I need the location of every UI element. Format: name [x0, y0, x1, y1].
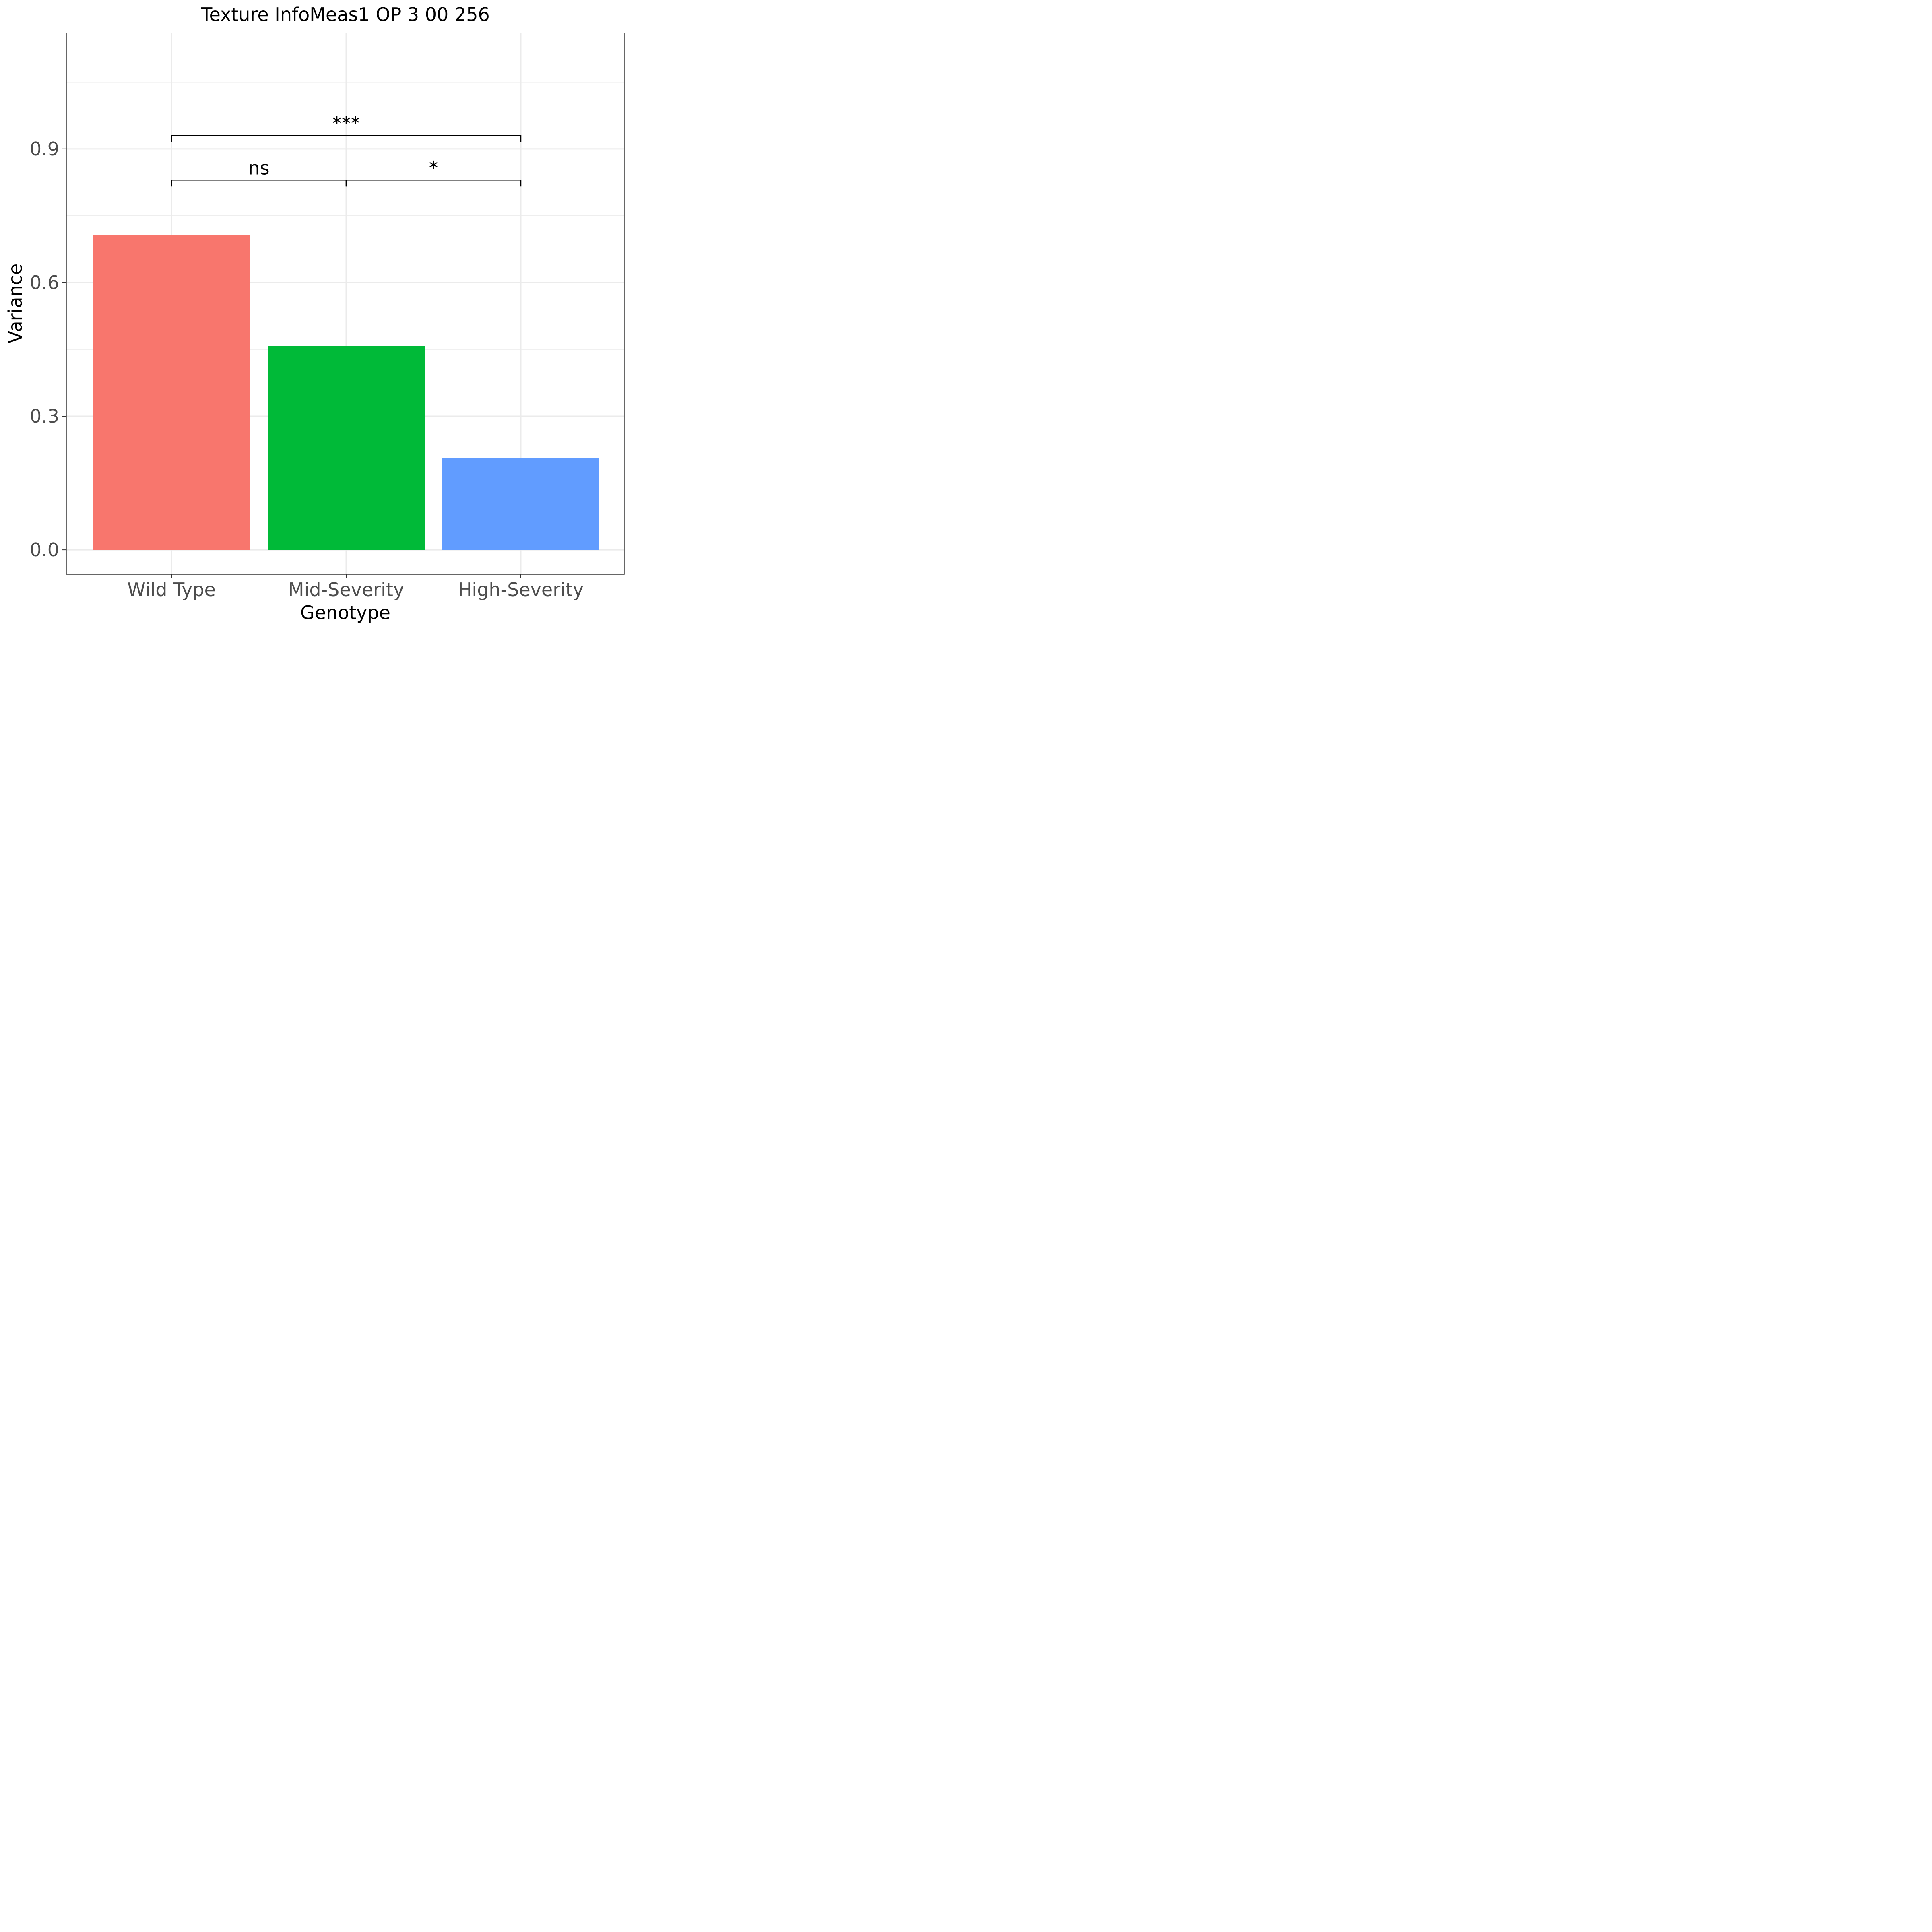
significance-brackets: ns **** — [171, 113, 522, 187]
bar-high-severity — [442, 458, 599, 550]
y-tick-label: 0.3 — [30, 405, 59, 427]
bar-mid-severity — [268, 346, 425, 550]
x-tick-label: High-Severity — [458, 579, 584, 601]
y-tick-label: 0.0 — [30, 539, 59, 561]
y-tick-label: 0.6 — [30, 272, 59, 293]
significance-label: * — [429, 157, 438, 179]
bar-wild-type — [93, 235, 250, 550]
x-axis-title: Genotype — [300, 602, 390, 623]
x-tick-label: Mid-Severity — [288, 579, 404, 601]
y-tick-label: 0.9 — [30, 138, 59, 160]
chart-title: Texture InfoMeas1 OP 3 00 256 — [200, 4, 490, 25]
plot-border — [66, 33, 625, 575]
bars — [93, 235, 599, 550]
significance-bracket — [345, 180, 522, 187]
x-tick-label: Wild Type — [127, 579, 216, 601]
y-axis-title: Variance — [4, 264, 26, 344]
significance-bracket — [171, 135, 522, 142]
axes: 0.0 0.3 0.6 0.9 Wild Type Mid-Severity High-Se… — [30, 138, 584, 601]
significance-label: *** — [332, 113, 360, 134]
significance-label: ns — [248, 157, 269, 179]
chart-container: 0.0 0.3 0.6 0.9 Wild Type Mid-Severity High-Se… — [0, 0, 631, 631]
bar-chart: 0.0 0.3 0.6 0.9 Wild Type Mid-Severity High-Se… — [0, 0, 631, 631]
